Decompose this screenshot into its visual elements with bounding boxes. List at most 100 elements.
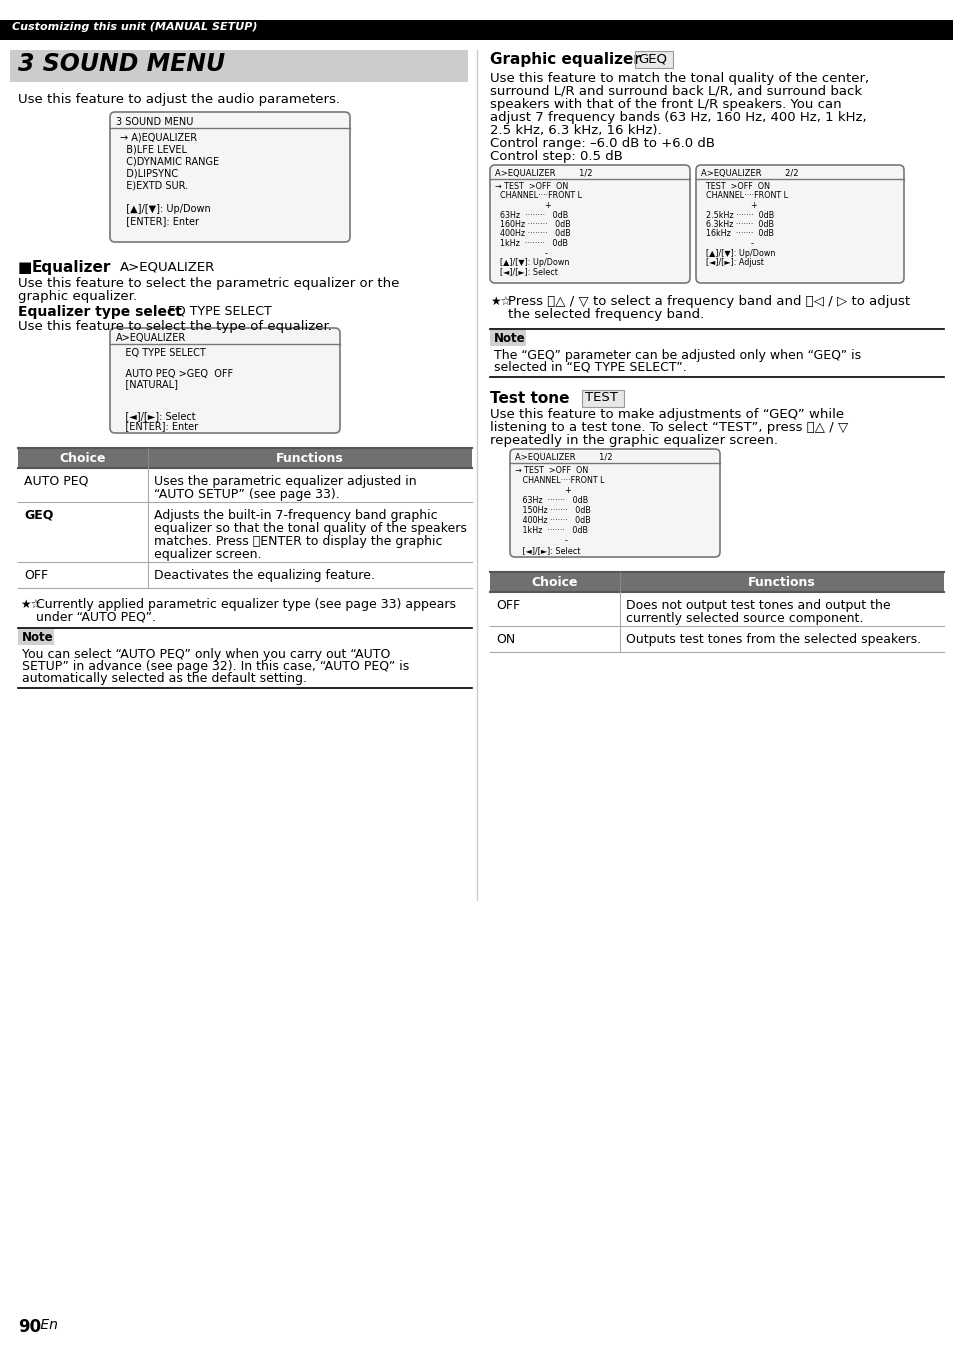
Text: Does not output test tones and output the: Does not output test tones and output th… <box>625 599 890 612</box>
Text: You can select “AUTO PEQ” only when you carry out “AUTO: You can select “AUTO PEQ” only when you … <box>22 648 390 661</box>
Bar <box>18 630 54 644</box>
Text: [◄]/[►]: Adjust: [◄]/[►]: Adjust <box>700 257 763 267</box>
FancyBboxPatch shape <box>110 112 350 243</box>
Bar <box>635 51 672 67</box>
Text: “AUTO SETUP” (see page 33).: “AUTO SETUP” (see page 33). <box>153 488 339 501</box>
Bar <box>490 572 943 592</box>
Text: -: - <box>515 537 567 545</box>
Bar <box>18 468 472 501</box>
Bar <box>10 50 468 82</box>
Bar <box>490 625 943 652</box>
Text: [▲]/[▼]: Up/Down: [▲]/[▼]: Up/Down <box>700 248 775 257</box>
Bar <box>18 448 472 468</box>
Text: Functions: Functions <box>275 452 343 465</box>
Text: 160Hz ········   0dB: 160Hz ········ 0dB <box>495 220 570 229</box>
Text: 1kHz  ········   0dB: 1kHz ········ 0dB <box>495 239 567 248</box>
Text: Note: Note <box>22 631 53 644</box>
Text: 3 SOUND MENU: 3 SOUND MENU <box>18 53 225 75</box>
Text: [ENTER]: Enter: [ENTER]: Enter <box>116 422 198 431</box>
Text: selected in “EQ TYPE SELECT”.: selected in “EQ TYPE SELECT”. <box>494 361 686 373</box>
Text: 3 SOUND MENU: 3 SOUND MENU <box>116 117 193 127</box>
Text: Choice: Choice <box>60 452 106 465</box>
Text: the selected frequency band.: the selected frequency band. <box>507 307 703 321</box>
Text: A>EQUALIZER: A>EQUALIZER <box>120 260 215 274</box>
Text: matches. Press ⒶENTER to display the graphic: matches. Press ⒶENTER to display the gra… <box>153 535 442 549</box>
Text: Control step: 0.5 dB: Control step: 0.5 dB <box>490 150 622 163</box>
Text: Graphic equalizer: Graphic equalizer <box>490 53 640 67</box>
Bar <box>581 390 623 407</box>
Text: TEST  >OFF  ON: TEST >OFF ON <box>700 182 769 191</box>
Text: currently selected source component.: currently selected source component. <box>625 612 862 625</box>
FancyBboxPatch shape <box>110 328 339 433</box>
Text: AUTO PEQ: AUTO PEQ <box>24 474 89 488</box>
Text: 63Hz  ·······   0dB: 63Hz ······· 0dB <box>515 496 588 506</box>
Text: Note: Note <box>494 332 525 345</box>
Text: Deactivates the equalizing feature.: Deactivates the equalizing feature. <box>153 569 375 582</box>
Text: GEQ: GEQ <box>638 53 666 65</box>
Text: En: En <box>36 1318 58 1332</box>
Text: [ENTER]: Enter: [ENTER]: Enter <box>120 216 199 226</box>
Text: ★☆: ★☆ <box>490 295 511 307</box>
Bar <box>18 501 472 562</box>
Text: Use this feature to select the parametric equalizer or the: Use this feature to select the parametri… <box>18 276 399 290</box>
Text: Choice: Choice <box>531 576 578 589</box>
Text: OFF: OFF <box>24 569 48 582</box>
Text: 400Hz ·······   0dB: 400Hz ······· 0dB <box>515 516 590 524</box>
Text: 2.5 kHz, 6.3 kHz, 16 kHz).: 2.5 kHz, 6.3 kHz, 16 kHz). <box>490 124 661 137</box>
Bar <box>0 20 953 40</box>
Text: A>EQUALIZER         1/2: A>EQUALIZER 1/2 <box>515 453 612 462</box>
Text: Currently applied parametric equalizer type (see page 33) appears: Currently applied parametric equalizer t… <box>36 599 456 611</box>
Text: 2.5kHz ·······  0dB: 2.5kHz ······· 0dB <box>700 210 774 220</box>
Text: C)DYNAMIC RANGE: C)DYNAMIC RANGE <box>120 156 219 166</box>
Text: +: + <box>515 487 571 495</box>
Text: A>EQUALIZER         2/2: A>EQUALIZER 2/2 <box>700 168 798 178</box>
Text: 6.3kHz ·······  0dB: 6.3kHz ······· 0dB <box>700 220 773 229</box>
Text: [◄]/[►]: Select: [◄]/[►]: Select <box>495 267 558 276</box>
Bar <box>490 592 943 625</box>
Text: listening to a test tone. To select “TEST”, press Ⓐ△ / ▽: listening to a test tone. To select “TES… <box>490 421 847 434</box>
Text: The “GEQ” parameter can be adjusted only when “GEQ” is: The “GEQ” parameter can be adjusted only… <box>494 349 861 363</box>
Text: graphic equalizer.: graphic equalizer. <box>18 290 137 303</box>
Text: 63Hz  ········   0dB: 63Hz ········ 0dB <box>495 210 568 220</box>
Text: OFF: OFF <box>496 599 519 612</box>
Text: speakers with that of the front L/R speakers. You can: speakers with that of the front L/R spea… <box>490 98 841 111</box>
Text: +: + <box>495 201 551 210</box>
FancyBboxPatch shape <box>510 449 720 557</box>
Text: Control range: –6.0 dB to +6.0 dB: Control range: –6.0 dB to +6.0 dB <box>490 137 714 150</box>
Text: Equalizer type select: Equalizer type select <box>18 305 182 319</box>
Text: → TEST  >OFF  ON: → TEST >OFF ON <box>495 182 568 191</box>
Text: [▲]/[▼]: Up/Down: [▲]/[▼]: Up/Down <box>495 257 569 267</box>
Text: [◄]/[►]: Select: [◄]/[►]: Select <box>116 411 195 421</box>
Text: +: + <box>700 201 757 210</box>
Text: Equalizer: Equalizer <box>32 260 112 275</box>
Text: EQ TYPE SELECT: EQ TYPE SELECT <box>168 305 272 318</box>
Text: AUTO PEQ >GEQ  OFF: AUTO PEQ >GEQ OFF <box>116 369 233 379</box>
Text: Use this feature to make adjustments of “GEQ” while: Use this feature to make adjustments of … <box>490 408 843 421</box>
Text: Press Ⓐ△ / ▽ to select a frequency band and Ⓑ◁ / ▷ to adjust: Press Ⓐ△ / ▽ to select a frequency band … <box>507 295 909 307</box>
Text: adjust 7 frequency bands (63 Hz, 160 Hz, 400 Hz, 1 kHz,: adjust 7 frequency bands (63 Hz, 160 Hz,… <box>490 111 865 124</box>
Text: Customizing this unit (MANUAL SETUP): Customizing this unit (MANUAL SETUP) <box>12 22 257 32</box>
Text: equalizer screen.: equalizer screen. <box>153 549 261 561</box>
Text: ■: ■ <box>18 260 32 275</box>
Text: -: - <box>495 248 547 257</box>
Text: automatically selected as the default setting.: automatically selected as the default se… <box>22 673 307 685</box>
Text: → TEST  >OFF  ON: → TEST >OFF ON <box>515 466 588 474</box>
Text: E)EXTD SUR.: E)EXTD SUR. <box>120 181 188 190</box>
Text: ★☆: ★☆ <box>20 599 41 611</box>
Text: A>EQUALIZER         1/2: A>EQUALIZER 1/2 <box>495 168 592 178</box>
Text: GEQ: GEQ <box>24 510 53 522</box>
Text: 150Hz ·······   0dB: 150Hz ······· 0dB <box>515 506 590 515</box>
Text: CHANNEL····FRONT L: CHANNEL····FRONT L <box>700 191 787 201</box>
Text: EQ TYPE SELECT: EQ TYPE SELECT <box>116 348 206 359</box>
Bar <box>581 390 623 407</box>
Text: 400Hz ········   0dB: 400Hz ········ 0dB <box>495 229 570 239</box>
Text: CHANNEL····FRONT L: CHANNEL····FRONT L <box>495 191 581 201</box>
FancyBboxPatch shape <box>696 164 903 283</box>
Text: TEST: TEST <box>584 391 618 404</box>
Text: [◄]/[►]: Select: [◄]/[►]: Select <box>515 546 579 555</box>
Bar <box>490 330 525 346</box>
Text: [NATURAL]: [NATURAL] <box>116 380 178 390</box>
Text: D)LIPSYNC: D)LIPSYNC <box>120 168 178 178</box>
Text: ON: ON <box>496 634 515 646</box>
Text: 90: 90 <box>18 1318 41 1336</box>
